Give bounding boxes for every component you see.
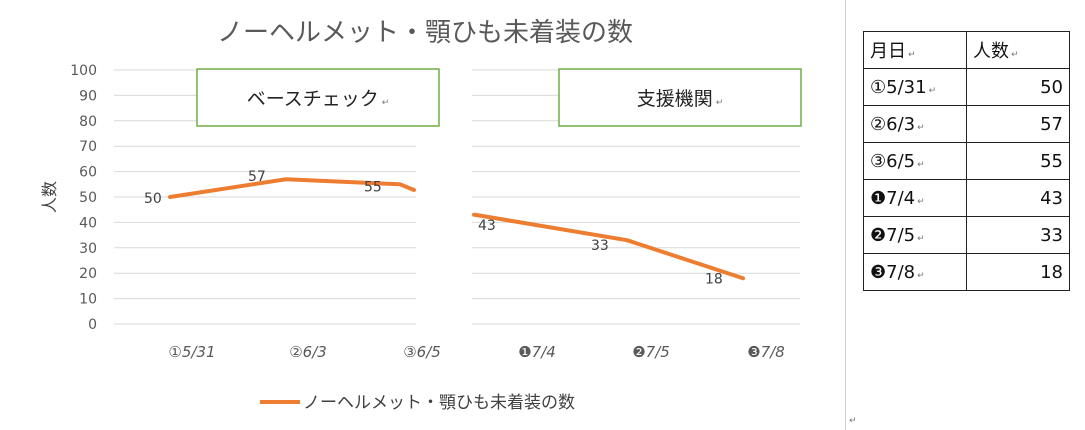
table-row: ❷7/5 ↵ 33 — [863, 216, 1070, 254]
y-tick-label: 0 — [88, 317, 97, 333]
page-divider — [845, 0, 846, 430]
y-tick-label: 60 — [79, 165, 97, 181]
row-date: ❷7/5 ↵ — [863, 216, 967, 254]
row-count: 57 — [966, 105, 1070, 143]
x-tick-label: ②6/3 — [289, 343, 327, 361]
table-pane: 月日 ↵ 人数 ↵ ①5/31 ↵ 50 ②6/3 ↵ 57 ③6/5 ↵ 55 ❶7/4… — [846, 0, 1085, 430]
data-label: 43 — [478, 218, 496, 234]
chart-title: ノーヘルメット・顎ひも未着装の数 — [217, 18, 633, 48]
y-tick-label: 40 — [79, 215, 97, 231]
table-header-row: 月日 ↵ 人数 ↵ — [863, 31, 1070, 69]
y-tick-label: 100 — [70, 63, 97, 79]
line-chart: ノーヘルメット・顎ひも未着装の数 0102030405060708090100 … — [40, 18, 802, 413]
row-count: 33 — [966, 216, 1070, 254]
table-row: ❶7/4 ↵ 43 — [863, 179, 1070, 217]
series-line — [472, 212, 745, 281]
row-count: 50 — [966, 68, 1070, 106]
data-label: 18 — [705, 271, 723, 287]
table-row: ③6/5 ↵ 55 — [863, 142, 1070, 180]
y-tick-label: 50 — [79, 190, 97, 206]
x-tick-label: ①5/31 — [168, 343, 215, 361]
y-tick-label: 20 — [79, 266, 97, 282]
row-date: ❶7/4 ↵ — [863, 179, 967, 217]
data-label: 57 — [248, 169, 266, 185]
y-tick-label: 70 — [79, 139, 97, 155]
row-count: 55 — [966, 142, 1070, 180]
legend: ノーヘルメット・顎ひも未着装の数 — [260, 393, 575, 413]
paragraph-mark: ↵ — [849, 416, 857, 426]
segment-label: ベースチェック ↵ — [247, 88, 390, 110]
chart-area: ノーヘルメット・顎ひも未着装の数 0 10 20 30 40 50 60 70 80 90 100 … — [40, 18, 802, 413]
y-axis-title: 人数 — [40, 181, 59, 213]
segment-label: 支援機関 ↵ — [637, 88, 724, 110]
series-line — [168, 177, 416, 199]
y-tick-label: 30 — [79, 241, 97, 257]
row-count: 43 — [966, 179, 1070, 217]
segment-box — [558, 68, 802, 127]
row-date: ②6/3 ↵ — [863, 105, 967, 143]
x-tick-label: ③6/5 — [403, 343, 441, 361]
y-tick-label: 80 — [79, 114, 97, 130]
y-tick-label: 10 — [79, 292, 97, 308]
x-tick-label: ❷7/5 — [632, 343, 670, 361]
row-date: ❸7/8 ↵ — [863, 253, 967, 291]
data-table: 月日 ↵ 人数 ↵ ①5/31 ↵ 50 ②6/3 ↵ 57 ③6/5 ↵ 55 ❶7/4… — [863, 31, 1070, 291]
x-tick-label: ❸7/8 — [747, 343, 785, 361]
y-tick-label: 90 — [79, 88, 97, 104]
header-date: 月日 ↵ — [863, 31, 967, 69]
paragraph-mark: ↵ — [382, 98, 390, 108]
data-label: 55 — [364, 179, 382, 195]
data-label: 50 — [144, 191, 162, 207]
data-label: 33 — [591, 238, 609, 254]
segment-box — [196, 68, 440, 127]
paragraph-mark: ↵ — [716, 98, 724, 108]
row-count: 18 — [966, 253, 1070, 291]
row-date: ③6/5 ↵ — [863, 142, 967, 180]
table-row: ②6/3 ↵ 57 — [863, 105, 1070, 143]
row-date: ①5/31 ↵ — [863, 68, 967, 106]
legend-label: ノーヘルメット・顎ひも未着装の数 — [303, 393, 575, 413]
table-row: ①5/31 ↵ 50 — [863, 68, 1070, 106]
x-tick-label: ❶7/4 — [518, 343, 556, 361]
header-count: 人数 ↵ — [966, 31, 1070, 69]
table-row: ❸7/8 ↵ 18 — [863, 253, 1070, 291]
